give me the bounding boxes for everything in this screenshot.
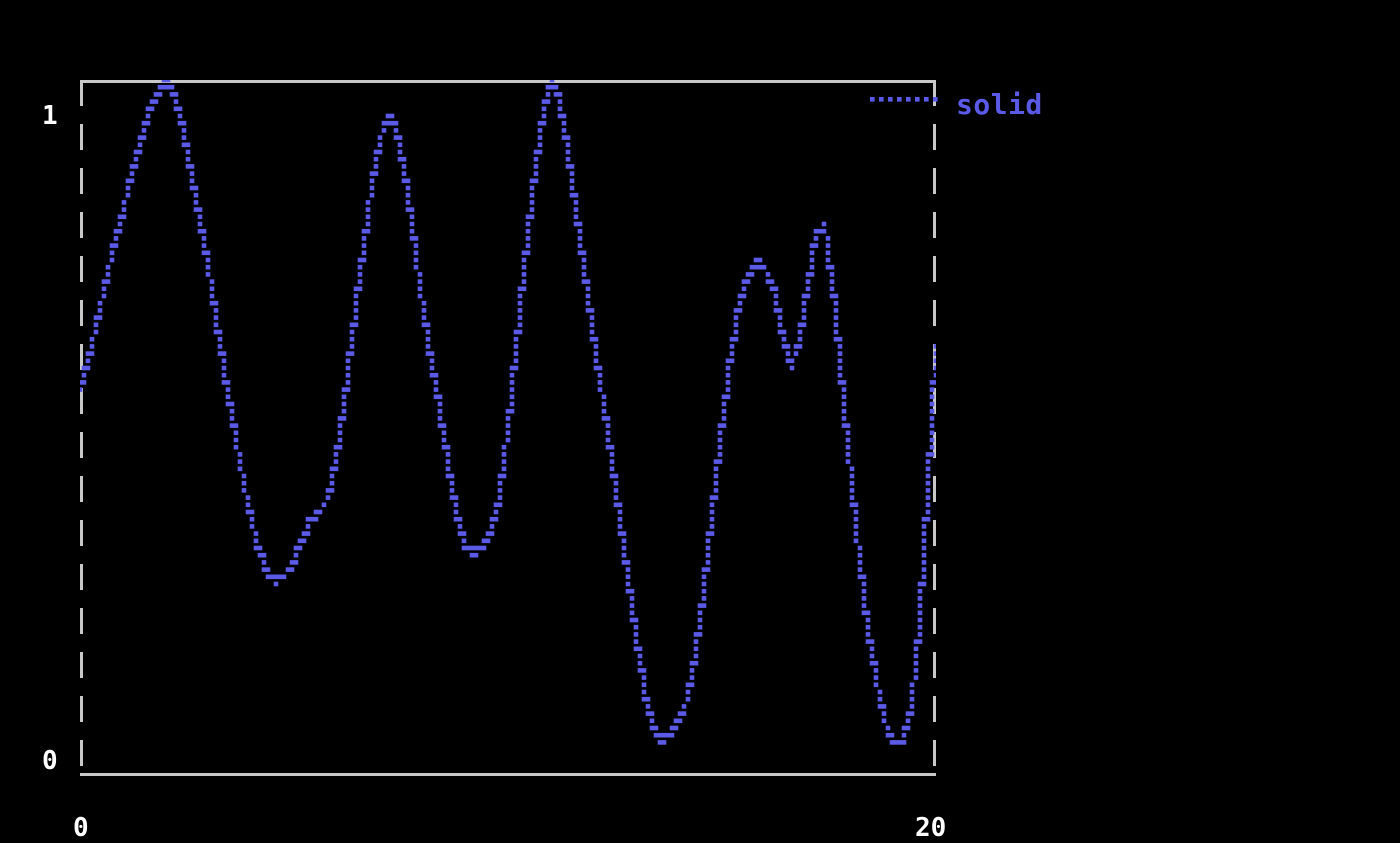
plot-border-right-dashed [933, 80, 936, 776]
series-solid [80, 80, 936, 745]
y-axis-tick-min: 0 [42, 746, 58, 776]
y-axis-tick-max: 1 [42, 101, 58, 131]
legend: solid [870, 88, 1110, 136]
legend-marker-dotted-line [870, 97, 938, 102]
plot-border-bottom [80, 773, 936, 776]
plot-border-left-dashed [80, 80, 83, 776]
x-axis-tick-min: 0 [73, 813, 89, 843]
plot-border-top [80, 80, 936, 83]
plot-frame [80, 80, 936, 776]
x-axis-tick-max: 20 [915, 813, 947, 843]
series-plot-area [80, 80, 936, 745]
legend-entry-label: solid [956, 88, 1043, 121]
